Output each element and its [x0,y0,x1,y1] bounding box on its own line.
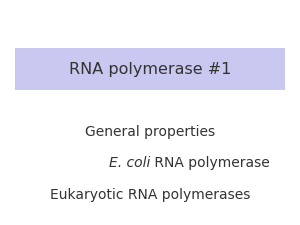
Text: General properties: General properties [85,125,215,139]
FancyBboxPatch shape [15,48,285,90]
Text: RNA polymerase: RNA polymerase [150,156,270,170]
Text: Eukaryotic RNA polymerases: Eukaryotic RNA polymerases [50,188,250,202]
Text: E. coli: E. coli [109,156,150,170]
Text: RNA polymerase #1: RNA polymerase #1 [69,62,231,77]
